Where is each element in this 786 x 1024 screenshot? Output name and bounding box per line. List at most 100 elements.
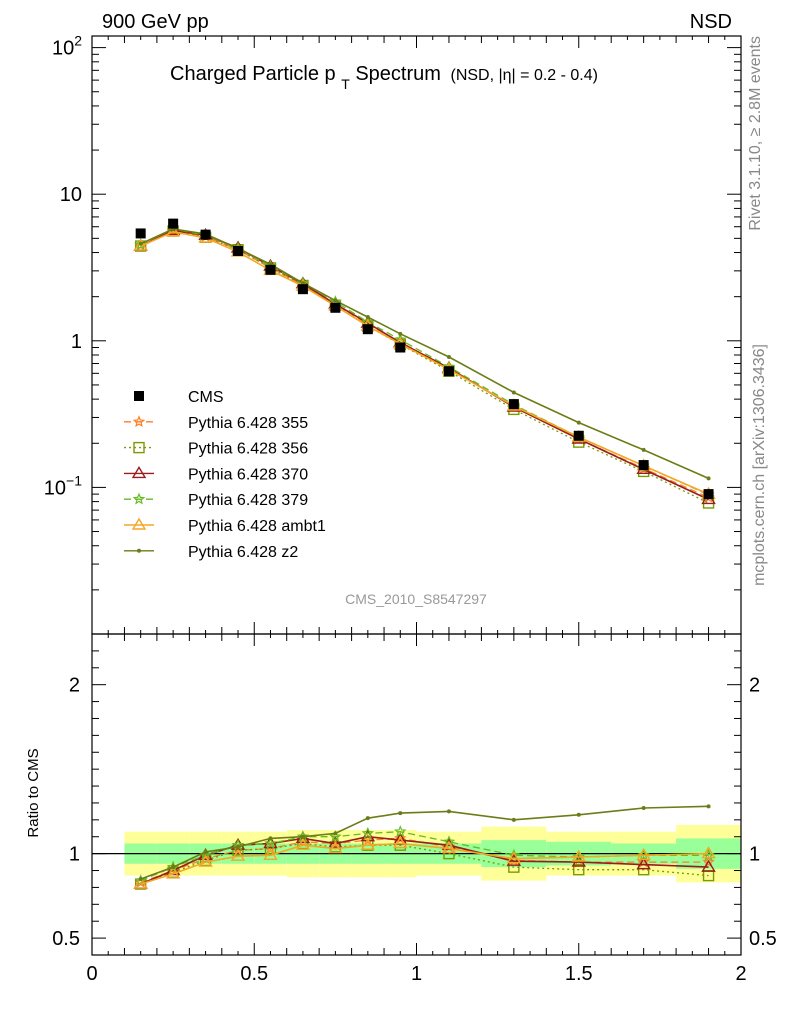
header-right: NSD — [690, 11, 732, 33]
data-point-cms — [265, 264, 276, 275]
legend-marker-CMS — [134, 391, 144, 401]
ratio-point-p379 — [264, 836, 277, 849]
ratio-tick-label-right: 2 — [749, 675, 760, 697]
ratio-point-p379 — [442, 835, 456, 848]
legend-marker-p370 — [131, 466, 147, 479]
ratio-point-z2 — [333, 831, 338, 836]
ratio-point-ambt1 — [441, 841, 457, 854]
ratio-point-p379 — [361, 826, 375, 839]
ratio-point-p379 — [394, 825, 407, 837]
data-point-cms — [168, 218, 179, 229]
series-point-p379 — [394, 333, 407, 346]
legend: CMS Pythia 6.428 355 Pythia 6.428 356 Pythi… — [124, 389, 326, 561]
y-tick-label-base: 10 — [52, 38, 74, 60]
ratio-point-p379 — [134, 874, 147, 886]
x-tick-label: 2 — [735, 963, 746, 985]
series-point-z2 — [138, 241, 143, 246]
ratio-line-z2 — [140, 805, 709, 880]
data-point-cms — [638, 460, 649, 471]
ratio-point-p370 — [506, 853, 522, 866]
data-point-cms — [443, 366, 454, 377]
legend-marker-p379 — [132, 492, 146, 505]
ratio-point-p370 — [263, 836, 278, 849]
ratio-point-p370 — [701, 859, 716, 872]
series-point-z2 — [446, 355, 451, 360]
ratio-point-ambt1 — [230, 848, 246, 861]
ratio-point-ambt1 — [328, 841, 343, 854]
data-point-cms — [200, 229, 211, 240]
ratio-line-p356 — [140, 842, 709, 885]
y-tick-label-exp: −1 — [66, 472, 82, 488]
ratio-tick-label: 0.5 — [52, 928, 80, 950]
ratio-point-ambt1 — [198, 854, 213, 867]
ratio-point-ambt1 — [393, 836, 408, 849]
ratio-point-z2 — [706, 804, 711, 809]
ratio-panel — [92, 804, 741, 890]
ratio-line-ambt1 — [140, 842, 709, 885]
series-point-ambt1 — [133, 238, 148, 251]
ratio-point-z2 — [576, 812, 581, 817]
series-point-z2 — [511, 390, 516, 395]
ratio-point-p356 — [573, 863, 585, 876]
series-point-z2 — [365, 315, 370, 320]
ratio-point-p370 — [636, 857, 651, 870]
series-line-p379 — [140, 228, 709, 496]
rivet-label: Rivet 3.1.10, ≥ 2.8M events — [747, 36, 764, 231]
chart-title-sub: T — [341, 76, 350, 92]
ratio-tick-label-right: 0.5 — [749, 928, 777, 950]
chart-title-tail: Spectrum — [355, 63, 441, 85]
legend-label-p356: Pythia 6.428 356 — [188, 441, 308, 458]
ratio-point-ambt1 — [360, 837, 376, 850]
ratio-point-z2 — [138, 876, 143, 881]
ratio-point-z2 — [300, 834, 305, 839]
series-line-p356 — [140, 230, 709, 504]
ratio-point-p355 — [296, 835, 310, 848]
ratio-tick-label-right: 1 — [749, 844, 760, 866]
series-point-z2 — [300, 281, 305, 286]
ratio-point-p379 — [507, 848, 521, 861]
series-point-z2 — [398, 331, 403, 336]
ratio-ylabel: Ratio to CMS — [25, 748, 42, 837]
ratio-point-p379 — [637, 848, 650, 861]
data-point-cms — [233, 245, 244, 256]
y-tick-label-exp: 2 — [74, 33, 82, 49]
legend-label-z2: Pythia 6.428 z2 — [188, 544, 298, 561]
ratio-frame — [91, 633, 742, 956]
chart-title-main: Charged Particle p — [170, 63, 336, 85]
header-left: 900 GeV pp — [102, 11, 209, 33]
chart-title-suffix: (NSD, |η| = 0.2 - 0.4) — [451, 67, 598, 84]
data-point-cms — [362, 324, 373, 335]
legend-label-ambt1: Pythia 6.428 ambt1 — [188, 518, 326, 535]
series-line-p370 — [140, 229, 709, 501]
data-point-cms — [703, 489, 714, 500]
ratio-tick-label: 1 — [69, 844, 80, 866]
ratio-tick-label: 2 — [69, 675, 80, 697]
legend-label-p370: Pythia 6.428 370 — [188, 466, 308, 483]
legend-label-CMS: CMS — [188, 389, 224, 406]
ratio-point-p379 — [329, 830, 342, 843]
series-point-z2 — [333, 298, 338, 303]
main-panel — [133, 218, 716, 509]
ratio-point-p370 — [328, 836, 343, 849]
ratio-point-p379 — [572, 850, 585, 863]
legend-marker-p356 — [133, 441, 145, 454]
ratio-point-ambt1 — [133, 876, 148, 889]
mcplots-label: mcplots.cern.ch [arXiv:1306.3436] — [751, 344, 768, 586]
data-point-cms — [297, 284, 308, 295]
ratio-point-z2 — [365, 816, 370, 821]
y-tick-label: 10−1 — [44, 472, 82, 499]
legend-marker-z2 — [137, 548, 141, 553]
series-point-z2 — [641, 447, 646, 452]
data-point-cms — [330, 302, 341, 313]
data-point-cms — [135, 228, 146, 239]
chart-title: Charged Particle p T Spectrum (NSD, |η| … — [170, 63, 598, 94]
x-tick-label: 0 — [86, 963, 97, 985]
y-tick-label: 102 — [52, 33, 82, 60]
ratio-point-ambt1 — [165, 866, 181, 879]
y-tick-label: 1 — [71, 331, 82, 353]
x-tick-label: 1 — [411, 963, 422, 985]
series-point-z2 — [576, 420, 581, 425]
ratio-point-ambt1 — [571, 849, 586, 862]
